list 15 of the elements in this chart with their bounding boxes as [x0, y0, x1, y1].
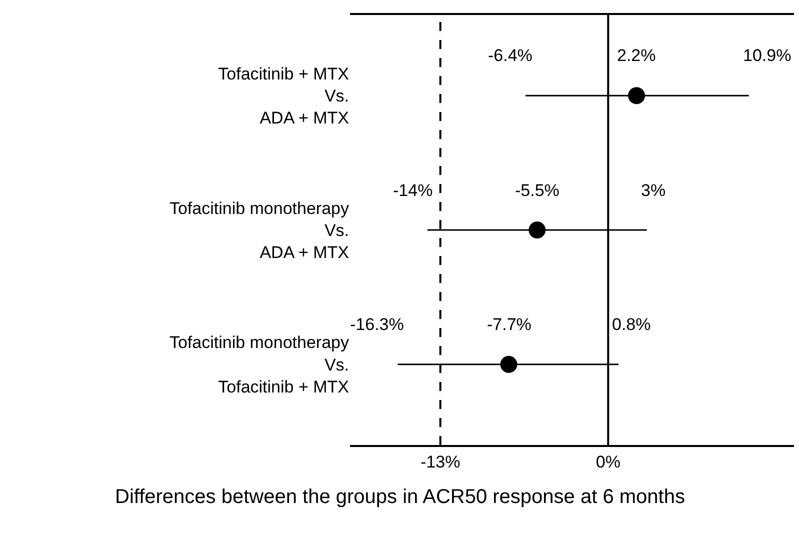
y-tick-label: Tofacitinib + MTX Vs. ADA + MTX [218, 64, 349, 128]
y-tick-label: Tofacitinib monotherapy Vs. Tofacitinib + MTX [169, 333, 350, 396]
annotation: 10.9% [743, 46, 792, 65]
annotation: -6.4% [488, 46, 532, 65]
annotation: -16.3% [350, 315, 404, 334]
y-tick-label: Tofacitinib monotherapy Vs. ADA + MTX [169, 198, 350, 262]
annotation: 3% [641, 181, 666, 200]
data-label: -7.7% [487, 315, 532, 334]
data-label: 2.2% [617, 46, 656, 65]
annotation: -14% [393, 181, 433, 200]
annotation: 0.8% [612, 315, 651, 334]
x-tick-label: 0% [596, 452, 620, 472]
data-label: -5.5% [515, 181, 560, 200]
x-axis-title: Differences between the groups in ACR50 response at 6 months [115, 486, 685, 508]
x-tick-label: -13% [420, 452, 460, 472]
